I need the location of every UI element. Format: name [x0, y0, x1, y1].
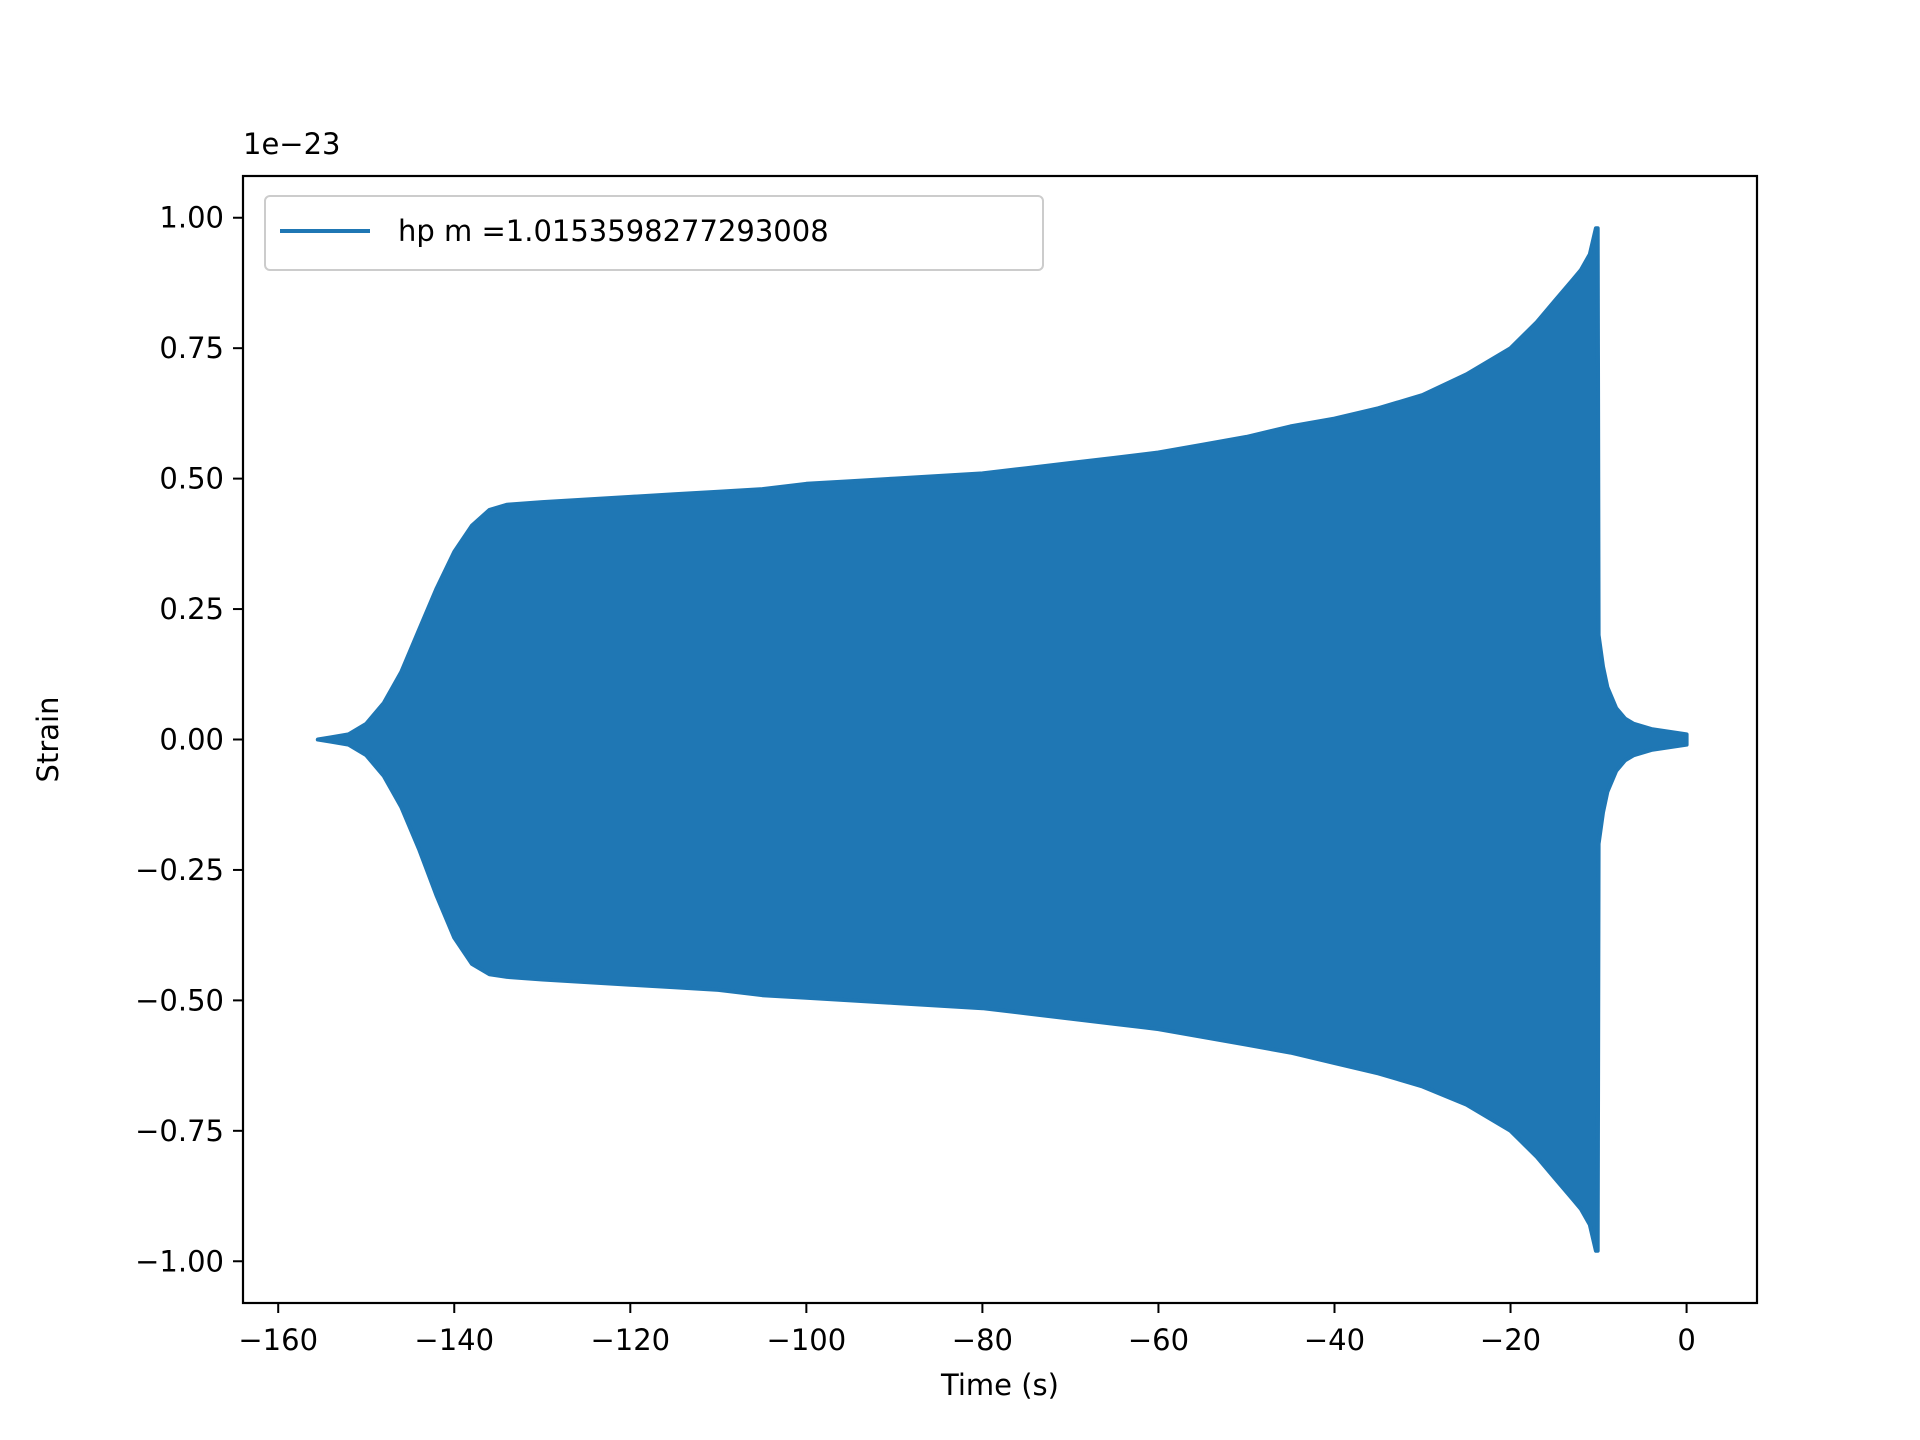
y-tick-label: 1.00 — [159, 201, 224, 235]
x-tick-label: −60 — [1128, 1323, 1189, 1357]
legend-series-label: hp m =1.0153598277293008 — [398, 214, 829, 248]
x-tick-label: −40 — [1304, 1323, 1365, 1357]
y-tick-label: 0.50 — [159, 462, 224, 496]
legend-box — [264, 195, 1044, 271]
y-tick-label: −1.00 — [135, 1244, 224, 1278]
x-tick-label: −160 — [238, 1323, 318, 1357]
y-axis-ticks: 1.00 0.75 0.50 0.25 0.00 −0.25 −0.50 −0.75 −1.00 — [135, 201, 243, 1278]
y-axis-label: Strain — [31, 697, 65, 783]
x-tick-label: −140 — [414, 1323, 494, 1357]
legend: hp m =1.0153598277293008 — [264, 195, 1044, 271]
x-tick-label: −20 — [1480, 1323, 1541, 1357]
y-tick-label: −0.50 — [135, 983, 224, 1017]
y-tick-label: 0.00 — [159, 723, 224, 757]
y-tick-label: 0.75 — [159, 331, 224, 365]
y-tick-label: −0.75 — [135, 1114, 224, 1148]
x-tick-label: −120 — [590, 1323, 670, 1357]
x-tick-label: −100 — [767, 1323, 847, 1357]
y-tick-label: 0.25 — [159, 592, 224, 626]
series-hp-waveform — [315, 226, 1689, 1253]
x-axis-ticks: −160 −140 −120 −100 −80 −60 −40 −20 0 — [238, 1303, 1696, 1357]
x-tick-label: −80 — [952, 1323, 1013, 1357]
x-axis-label: Time (s) — [940, 1368, 1059, 1402]
y-tick-label: −0.25 — [135, 853, 224, 887]
series-layer — [315, 226, 1689, 1253]
y-offset-text: 1e−23 — [243, 127, 341, 161]
x-tick-label: 0 — [1677, 1323, 1695, 1357]
